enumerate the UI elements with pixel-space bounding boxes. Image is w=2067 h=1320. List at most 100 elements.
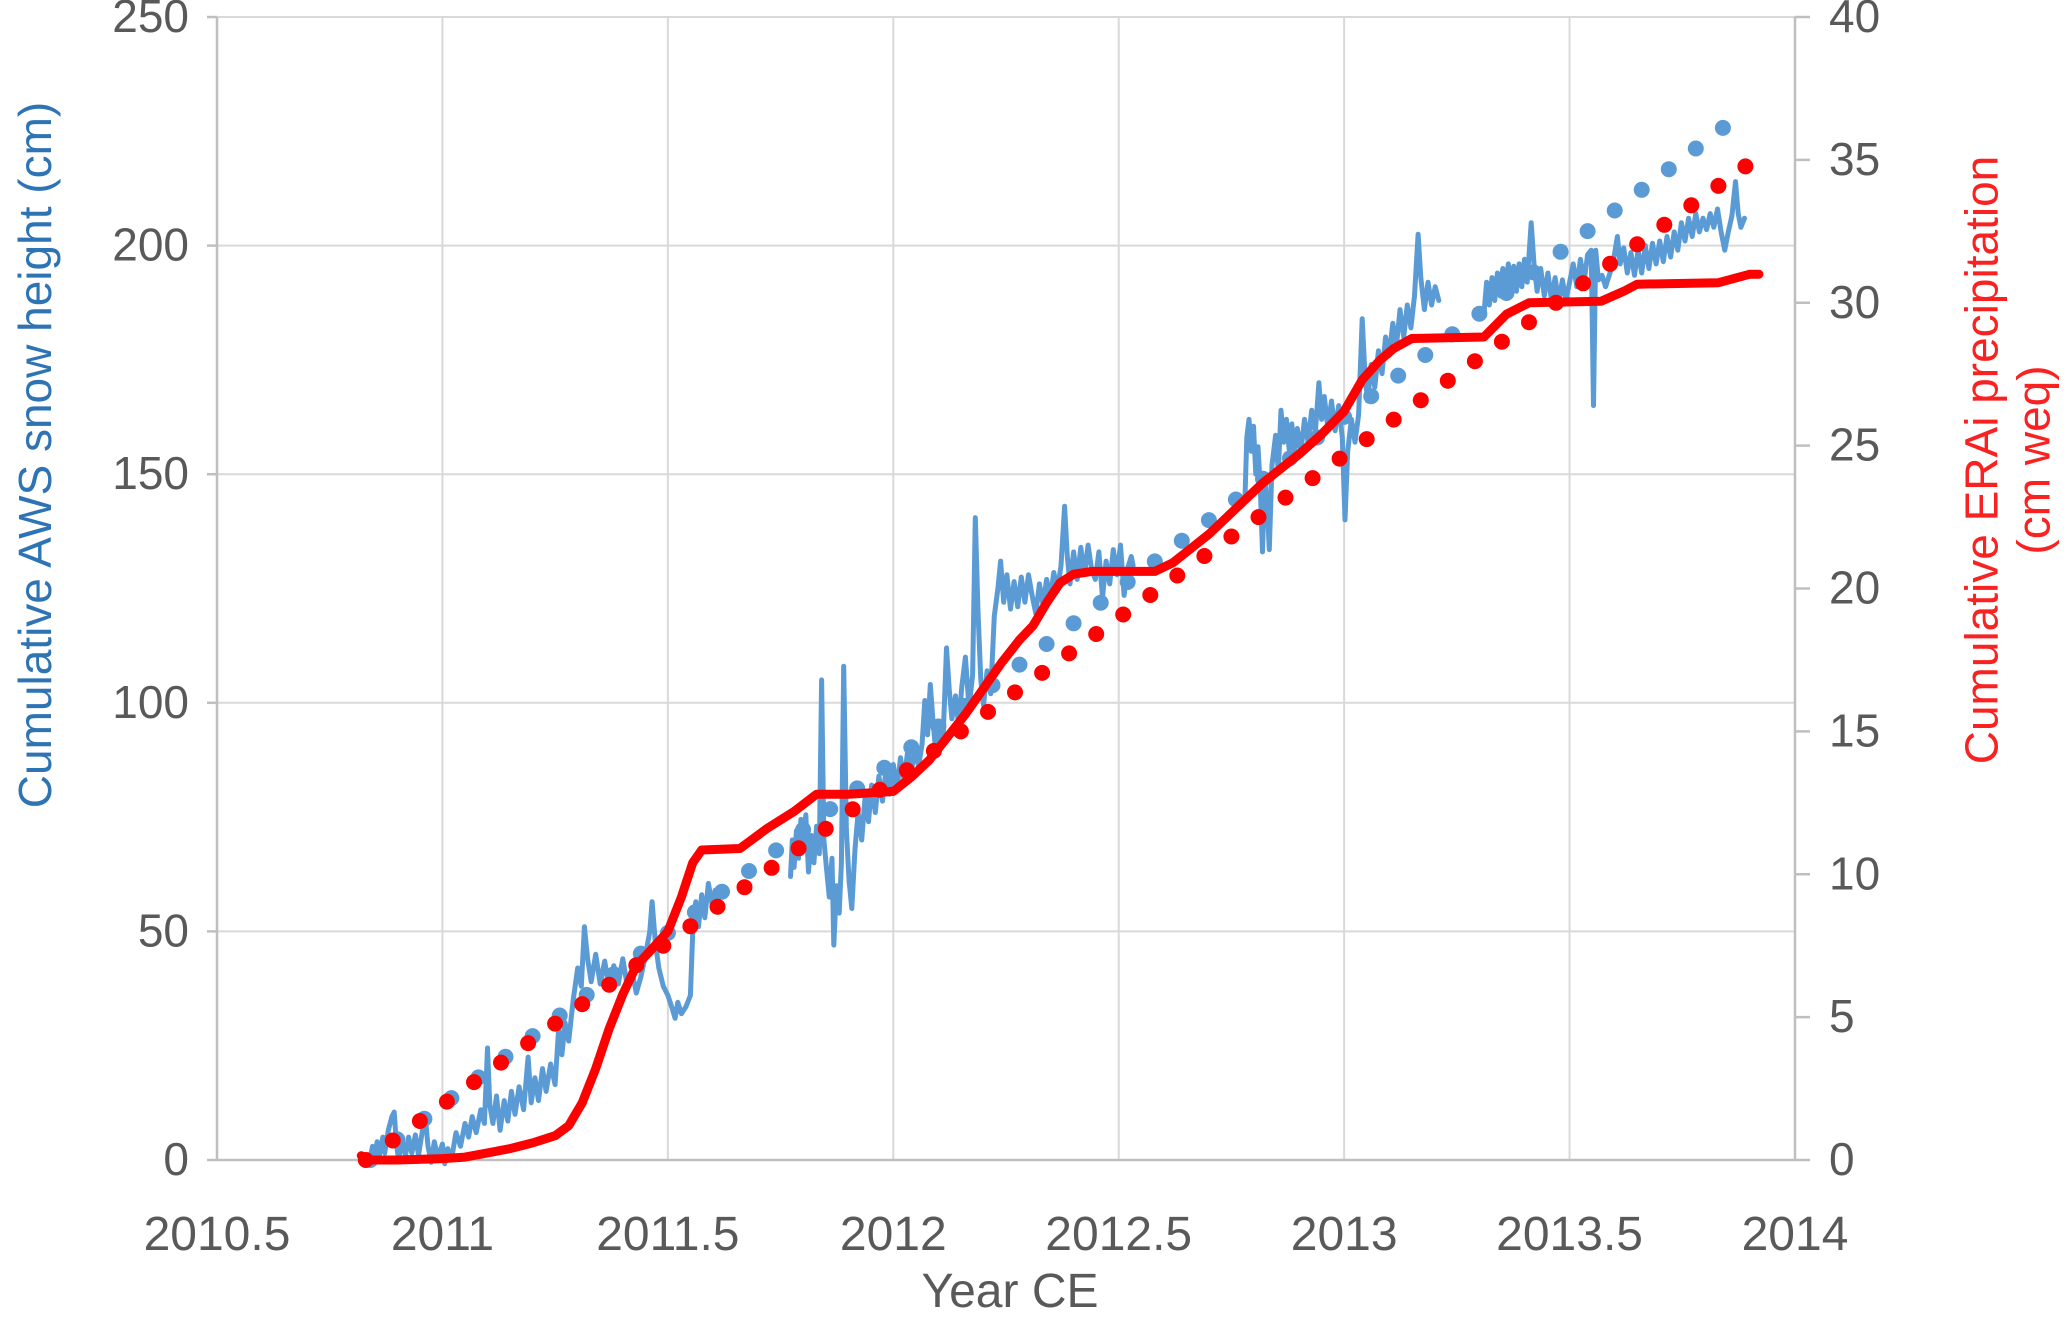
aws-trend-dot: [1119, 574, 1136, 590]
aws-trend-dot: [1011, 656, 1028, 673]
right-axis-tick-label: 0: [1829, 1133, 1855, 1185]
right-axis-title-line1: Cumulative ERAi precipitation: [1955, 155, 2008, 765]
aws-snow-height-line: [1242, 231, 1442, 555]
aws-trend-dot: [1173, 532, 1190, 549]
erai-trend-dot: [1304, 470, 1321, 487]
aws-trend-dot: [1200, 512, 1217, 529]
erai-trend-dot: [1331, 450, 1348, 467]
erai-trend-dot: [574, 996, 591, 1013]
aws-trend-dot: [714, 883, 730, 900]
aws-trend-dot: [1471, 305, 1488, 322]
aws-snow-height-line: [1481, 179, 1747, 409]
erai-trend-dot: [1250, 509, 1267, 526]
right-axis-title-line2: (cm weq): [2007, 365, 2059, 555]
aws-trend-dot: [1633, 181, 1650, 198]
erai-trend-dot: [1602, 255, 1619, 272]
aws-trend-dot: [795, 821, 812, 838]
x-axis-tick-label: 2014: [1742, 1208, 1849, 1261]
aws-trend-dot: [1525, 264, 1542, 281]
left-axis-tick-label: 0: [163, 1133, 189, 1185]
aws-snow-height-line: [788, 503, 1136, 948]
erai-trend-dot: [682, 918, 699, 935]
erai-trend-dot: [980, 703, 996, 720]
erai-trend-dot: [1710, 177, 1727, 194]
erai-trend-dot: [384, 1132, 401, 1149]
aws-trend-dot: [930, 718, 947, 735]
erai-trend-dot: [844, 801, 861, 818]
aws-trend-dot: [768, 842, 785, 859]
aws-trend-dot: [1579, 223, 1596, 240]
aws-trend-dot: [1660, 161, 1677, 178]
erai-trend-dot: [1223, 528, 1240, 545]
erai-trend-dot: [709, 898, 726, 915]
erai-precipitation-line: [356, 269, 1764, 1165]
aws-trend-dot: [1552, 243, 1569, 260]
x-axis-tick-label: 2012: [840, 1208, 947, 1261]
erai-trend-dot: [763, 859, 780, 876]
erai-trend-dot: [520, 1035, 537, 1052]
aws-trend-dot: [1606, 202, 1623, 219]
aws-trend-dot: [903, 739, 920, 756]
left-axis-tick-label: 50: [138, 904, 189, 956]
erai-trend-dot: [1358, 431, 1375, 448]
aws-trend-dot: [1687, 140, 1704, 157]
erai-trend-dot: [790, 840, 807, 857]
erai-trend-dot: [601, 976, 618, 993]
erai-trend-dot: [1088, 626, 1105, 642]
erai-trend-dot: [1385, 411, 1402, 428]
right-axis-tick-label: 25: [1829, 419, 1880, 471]
erai-trend-dot: [1115, 606, 1132, 623]
x-axis-tick-label: 2013: [1291, 1208, 1398, 1261]
erai-trend-dot: [1277, 489, 1294, 506]
aws-trend-dot: [1714, 119, 1731, 136]
x-axis-tick-label: 2011.5: [596, 1208, 739, 1261]
x-axis-tick-label: 2012.5: [1045, 1208, 1192, 1261]
erai-trend-dot: [493, 1054, 509, 1071]
erai-trend-dot: [1169, 567, 1186, 584]
right-axis-tick-label: 35: [1829, 133, 1880, 185]
x-axis-tick-label: 2011: [391, 1208, 494, 1261]
erai-trend-dot: [1521, 314, 1537, 331]
aws-trend-dot: [1390, 367, 1407, 384]
aws-trend-dot: [1065, 615, 1082, 632]
erai-trend-dot: [547, 1015, 564, 1032]
right-axis-title: Cumulative ERAi precipitation (cm weq): [1955, 80, 2059, 840]
right-axis-tick-label: 40: [1829, 0, 1880, 42]
aws-trend-dot: [741, 863, 757, 879]
aws-trend-dot: [1038, 636, 1055, 652]
erai-trend-dot: [411, 1113, 428, 1129]
erai-trend-dot: [1034, 664, 1051, 681]
aws-trend-dot: [686, 904, 703, 921]
aws-trend-dot: [822, 801, 839, 818]
aws-trend-dot: [1092, 594, 1109, 611]
aws-trend-dot: [876, 759, 893, 776]
erai-trend-dot: [1061, 645, 1078, 662]
erai-trend-dot: [466, 1074, 482, 1091]
x-axis-tick-label: 2013.5: [1496, 1208, 1643, 1261]
aws-trend-dot: [1363, 388, 1380, 405]
erai-trend-dot: [1196, 548, 1213, 564]
right-axis-tick-label: 10: [1829, 847, 1880, 899]
left-axis-tick-label: 200: [112, 219, 189, 271]
erai-trend-dot: [1656, 216, 1673, 233]
erai-trend-dot: [1142, 587, 1159, 603]
aws-snow-height-line: [367, 880, 720, 1167]
erai-trend-dot: [1737, 158, 1754, 175]
erai-trend-dot: [1007, 684, 1023, 701]
erai-trend-dot: [1466, 353, 1483, 370]
erai-trend-dot: [1412, 392, 1429, 409]
left-axis-tick-label: 150: [112, 447, 189, 499]
erai-trend-dot: [817, 820, 834, 837]
aws-trend-dot: [1498, 285, 1515, 301]
aws-trend-dot: [1417, 347, 1434, 363]
right-axis-tick-label: 20: [1829, 562, 1880, 614]
erai-trend-dot: [736, 879, 753, 896]
erai-trend-dot: [1439, 372, 1456, 389]
x-axis-title: Year CE: [921, 1265, 1099, 1319]
erai-trend-dot: [1683, 197, 1700, 214]
erai-trend-dot: [438, 1093, 455, 1110]
left-axis-title: Cumulative AWS snow height (cm): [9, 101, 62, 809]
